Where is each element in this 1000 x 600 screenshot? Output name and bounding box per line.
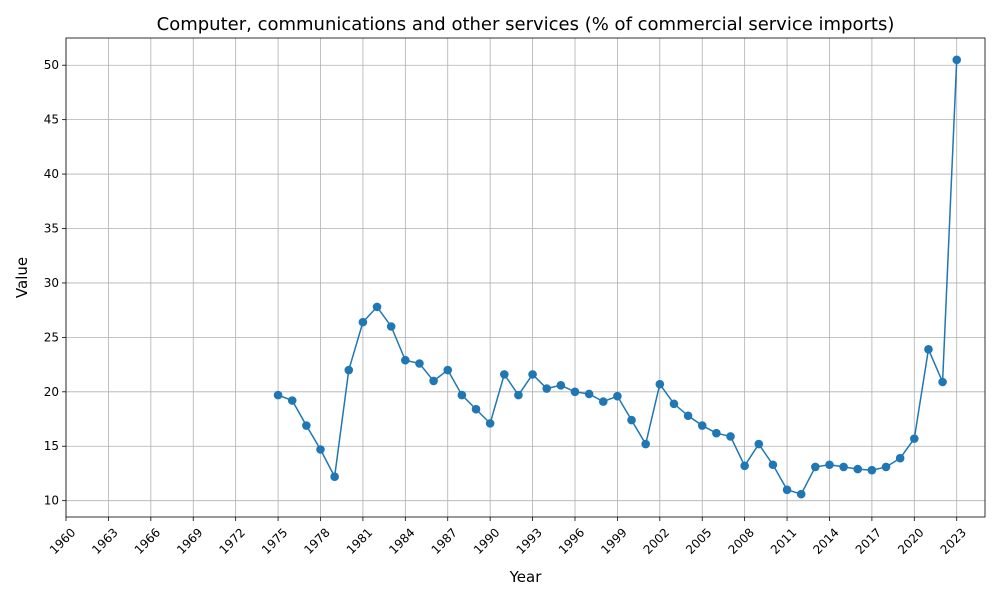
x-axis-label: Year <box>509 568 543 586</box>
y-tick-label: 25 <box>44 330 59 344</box>
x-tick-label: 2011 <box>768 525 799 556</box>
x-tick-label: 1960 <box>47 525 78 556</box>
data-point <box>344 365 354 375</box>
y-tick-label: 10 <box>44 494 59 508</box>
y-axis: 10 15 20 25 30 35 40 45 50 <box>44 58 66 508</box>
data-point <box>485 419 495 428</box>
data-point <box>316 445 325 454</box>
y-tick-label: 40 <box>44 167 59 181</box>
data-point <box>910 434 919 443</box>
data-point <box>627 415 636 425</box>
x-tick-label: 1981 <box>344 525 375 556</box>
x-tick-label: 1969 <box>174 525 205 556</box>
data-point <box>938 377 947 387</box>
data-point <box>697 421 707 430</box>
data-point <box>641 439 650 449</box>
x-tick-label: 1966 <box>132 525 163 556</box>
y-tick-label: 35 <box>44 222 59 236</box>
x-tick-label: 2020 <box>895 525 926 556</box>
data-point <box>726 432 735 441</box>
data-point <box>302 421 311 430</box>
data-point <box>811 462 820 472</box>
chart-title: Computer, communications and other servi… <box>157 14 895 35</box>
data-point <box>471 404 481 414</box>
data-point <box>796 489 806 499</box>
data-point <box>542 384 552 393</box>
data-point <box>952 55 962 65</box>
y-axis-label: Value <box>13 257 31 298</box>
data-point <box>669 399 679 409</box>
data-points <box>273 55 962 499</box>
data-point <box>613 391 622 401</box>
data-point <box>853 464 863 474</box>
data-point <box>570 387 580 397</box>
x-tick-label: 2005 <box>683 525 714 556</box>
data-point <box>754 439 764 449</box>
data-point <box>683 411 693 421</box>
x-tick-label: 2014 <box>810 525 841 556</box>
data-point <box>443 365 453 375</box>
data-point <box>740 461 749 471</box>
data-point <box>782 485 792 495</box>
data-point <box>825 460 834 470</box>
x-tick-label: 1984 <box>386 525 417 556</box>
data-point <box>429 376 438 386</box>
data-point <box>457 390 467 400</box>
x-tick-label: 2008 <box>725 525 756 556</box>
x-tick-label: 1990 <box>471 525 502 556</box>
data-point <box>415 359 424 368</box>
data-point <box>528 370 537 379</box>
y-tick-label: 50 <box>44 58 59 72</box>
data-point <box>768 460 778 470</box>
data-point <box>556 380 566 390</box>
data-point <box>895 453 905 463</box>
x-tick-label: 1978 <box>301 525 332 556</box>
x-tick-label: 1963 <box>89 525 120 556</box>
x-tick-label: 1999 <box>598 525 629 556</box>
data-point <box>401 355 410 365</box>
x-tick-label: 1975 <box>259 525 290 556</box>
grid <box>65 38 985 517</box>
plot-frame <box>65 37 986 518</box>
data-point <box>358 317 368 327</box>
data-point <box>514 390 523 400</box>
x-tick-label: 2017 <box>853 525 884 556</box>
y-tick-label: 15 <box>44 439 59 453</box>
x-tick-label: 2023 <box>938 525 969 556</box>
y-tick-label: 20 <box>44 385 59 399</box>
data-point <box>372 302 382 312</box>
data-point <box>330 472 339 482</box>
y-tick-label: 45 <box>44 113 59 127</box>
data-point <box>598 397 608 406</box>
x-tick-label: 2002 <box>641 525 672 556</box>
x-axis: 1960 1963 1966 1969 1972 1975 1978 1981 1984 1987… <box>47 517 969 557</box>
x-tick-label: 1996 <box>556 525 587 556</box>
x-tick-label: 1972 <box>217 525 248 556</box>
x-tick-label: 1987 <box>429 525 460 556</box>
data-point <box>712 428 721 438</box>
data-point <box>287 396 297 405</box>
data-point <box>924 345 933 354</box>
data-point <box>584 389 594 399</box>
data-point <box>867 465 877 475</box>
data-point <box>273 390 283 400</box>
data-point <box>839 462 848 472</box>
data-point <box>386 322 396 331</box>
y-tick-label: 30 <box>44 276 59 290</box>
data-point <box>655 379 665 389</box>
data-point <box>499 370 509 379</box>
x-tick-label: 1993 <box>513 525 544 556</box>
data-point <box>881 462 891 472</box>
